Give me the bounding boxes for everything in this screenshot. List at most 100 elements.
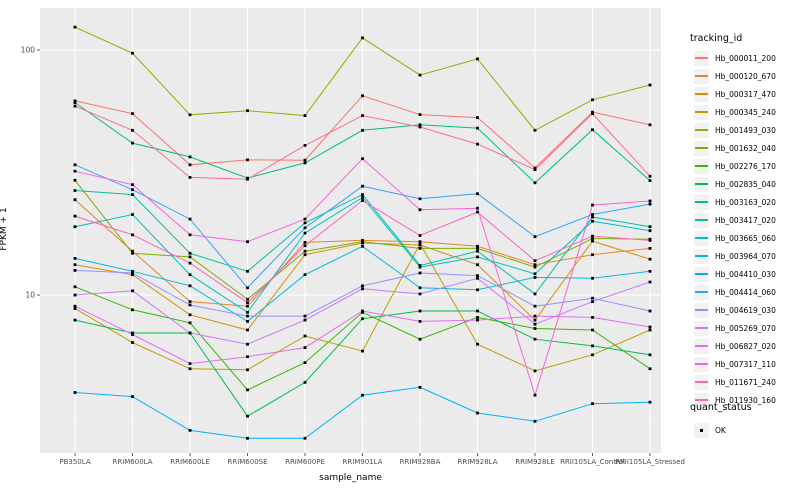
data-point <box>418 286 422 290</box>
data-point <box>591 237 594 240</box>
data-point <box>188 284 192 288</box>
data-point <box>648 239 652 242</box>
legend-key <box>694 248 709 264</box>
data-point <box>648 400 652 404</box>
legend-line-swatch <box>695 327 708 329</box>
data-point <box>188 113 192 117</box>
legend-key <box>694 266 709 282</box>
data-point <box>246 436 249 440</box>
legend-title-tracking-id: tracking_id <box>690 33 743 44</box>
legend-line-swatch <box>695 57 708 59</box>
data-point <box>131 249 134 253</box>
legend-label: Hb_004414_060 <box>715 287 776 297</box>
data-point <box>73 198 77 202</box>
data-point <box>591 213 594 216</box>
data-point <box>73 304 77 308</box>
data-point <box>131 273 134 277</box>
data-point <box>188 321 192 325</box>
data-point <box>73 214 77 218</box>
data-point <box>533 166 537 170</box>
data-point <box>303 144 307 147</box>
data-point <box>73 293 77 297</box>
data-point <box>361 393 364 397</box>
data-point <box>303 226 307 230</box>
legend-line-swatch <box>695 345 708 347</box>
data-point <box>246 328 249 332</box>
legend-entry-Hb_006827_020: Hb_006827_020 <box>694 337 776 355</box>
legend-entry-Hb_000317_470: Hb_000317_470 <box>694 85 776 103</box>
data-point <box>361 349 364 353</box>
data-point <box>131 213 134 216</box>
data-point <box>131 112 134 115</box>
data-point <box>418 208 422 212</box>
data-point <box>361 184 364 188</box>
legend-label: Hb_003665_060 <box>715 233 776 243</box>
data-point <box>476 342 479 346</box>
legend-entry-Hb_004619_030: Hb_004619_030 <box>694 301 776 319</box>
legend-line-swatch <box>695 291 708 293</box>
legend-entry-Hb_004414_060: Hb_004414_060 <box>694 283 776 301</box>
legend-label: Hb_002276_170 <box>715 161 776 171</box>
x-tick-label: RRIM600PE <box>285 458 325 466</box>
data-point <box>303 381 307 384</box>
data-point <box>131 289 134 293</box>
data-point <box>188 300 192 303</box>
x-tick-label: RRIM928BA <box>400 458 441 466</box>
data-point <box>533 314 537 318</box>
y-axis-title: FPKM + 1 <box>0 207 9 251</box>
data-point <box>131 251 134 255</box>
legend-key <box>694 212 709 228</box>
data-point <box>188 313 192 317</box>
ok-point-icon <box>700 428 703 432</box>
x-tick-label: RRIM928LE <box>515 458 555 466</box>
data-point <box>476 249 479 253</box>
data-point <box>418 385 422 389</box>
data-point <box>591 300 594 303</box>
data-point <box>73 257 77 260</box>
data-point <box>131 331 134 335</box>
data-point <box>246 355 249 359</box>
data-point <box>648 83 652 87</box>
data-point <box>303 158 307 162</box>
legend-line-swatch <box>695 363 708 365</box>
legend-key <box>694 104 709 120</box>
legend-entry-Hb_011671_240: Hb_011671_240 <box>694 373 776 391</box>
data-point <box>648 199 652 203</box>
data-point <box>418 309 422 313</box>
data-point <box>418 234 422 237</box>
data-point <box>246 109 249 113</box>
data-point <box>361 36 364 40</box>
data-point <box>131 233 134 237</box>
legend-label: OK <box>715 425 726 435</box>
data-point <box>476 247 479 250</box>
data-point <box>591 276 594 280</box>
data-point <box>418 247 422 250</box>
legend-quant-status: OK <box>694 421 726 439</box>
data-point <box>303 249 307 253</box>
legend-label: Hb_001632_040 <box>715 143 776 153</box>
data-point <box>418 197 422 201</box>
data-point <box>188 163 192 167</box>
legend-label: Hb_000317_470 <box>715 89 776 99</box>
data-point <box>361 240 364 244</box>
data-point <box>648 179 652 182</box>
data-point <box>418 264 422 267</box>
legend-title-quant-status: quant_status <box>690 402 752 413</box>
data-point <box>131 193 134 196</box>
y-tick-label: 10 <box>25 291 35 300</box>
data-point <box>476 288 479 292</box>
data-point <box>361 199 364 202</box>
legend-line-swatch <box>695 183 708 185</box>
data-point <box>533 272 537 276</box>
data-point <box>591 253 594 257</box>
data-point <box>418 240 422 244</box>
data-point <box>303 314 307 318</box>
data-point <box>246 301 249 305</box>
data-point <box>591 215 594 219</box>
data-point <box>246 304 249 308</box>
legend-entry-Hb_011930_160: Hb_011930_160 <box>694 391 776 409</box>
legend-line-swatch <box>695 381 708 383</box>
data-point <box>533 168 537 171</box>
data-point <box>418 123 422 127</box>
data-point <box>591 112 594 115</box>
